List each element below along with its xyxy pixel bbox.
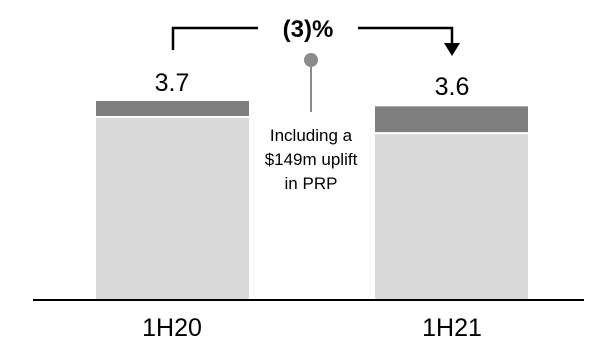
- category-label-1H20: 1H20: [142, 314, 202, 342]
- bar-1H20-segment-2: [96, 101, 249, 118]
- annotation-pin-dot: [304, 53, 318, 67]
- total-label-1H20: 3.7: [155, 69, 190, 97]
- category-label-1H21: 1H21: [422, 314, 482, 342]
- change-label: (3)%: [283, 16, 334, 43]
- bar-1H21-segment-2: [375, 106, 528, 134]
- bars-layer: [96, 101, 528, 300]
- change-bracket-left: [171, 26, 258, 50]
- change-bracket-right: [358, 26, 454, 46]
- bar-1H20-segment-1: [96, 117, 249, 300]
- annotation-line-2: $149m uplift: [265, 150, 358, 169]
- change-arrowhead: [444, 43, 460, 56]
- total-label-1H21: 3.6: [435, 73, 470, 101]
- annotation-line-3: in PRP: [285, 174, 338, 193]
- bar-1H21-segment-1: [375, 133, 528, 299]
- annotation-line-1: Including a: [270, 126, 353, 145]
